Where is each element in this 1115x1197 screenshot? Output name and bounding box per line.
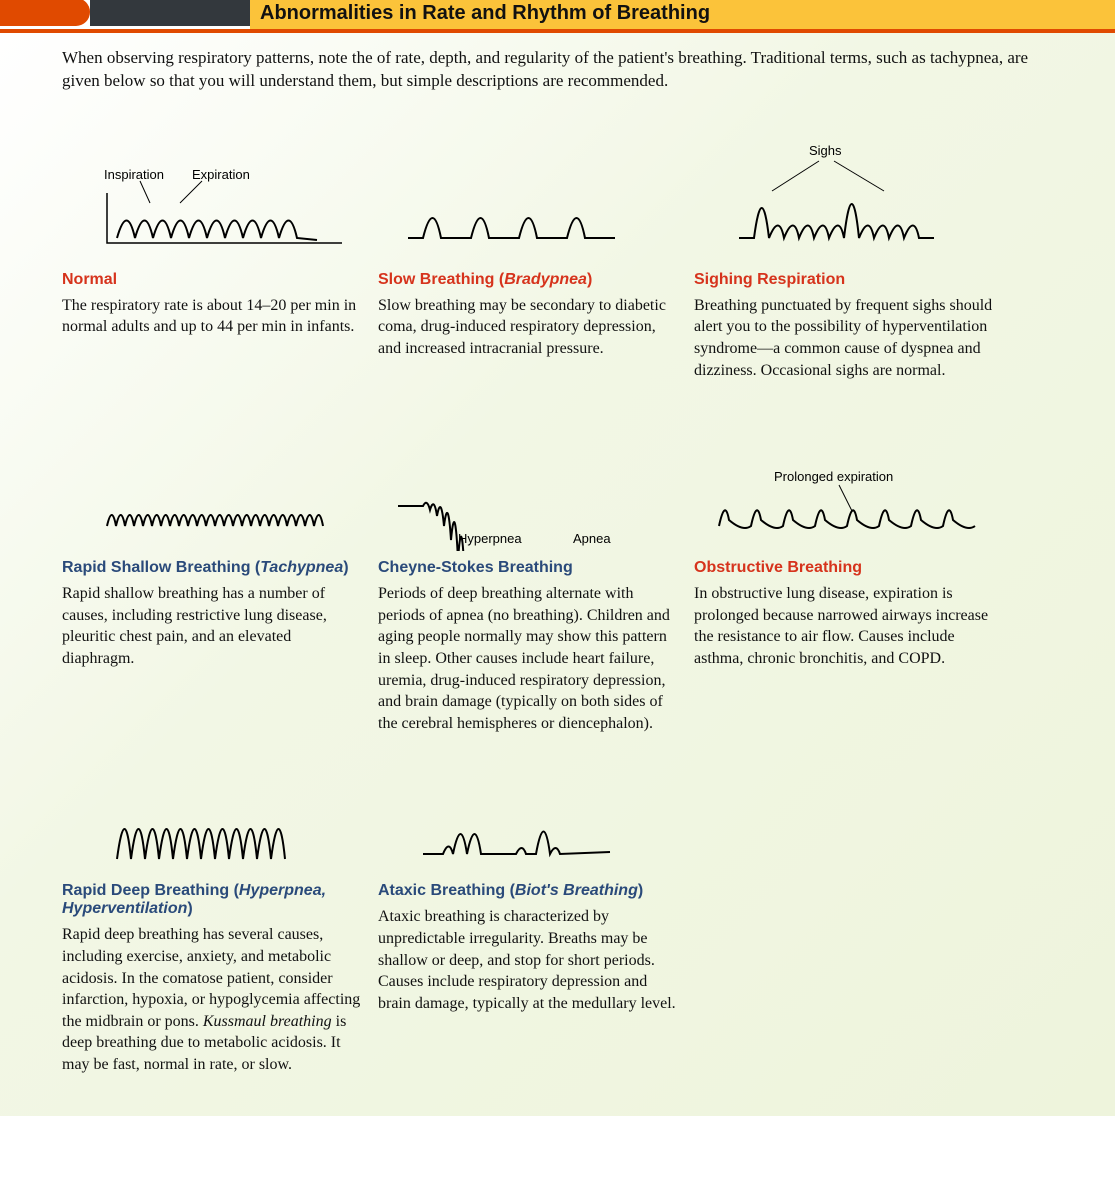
pattern-bradypnea: Slow Breathing (Bradypnea) Slow breathin…	[378, 143, 694, 381]
pattern-ataxic: Ataxic Breathing (Biot's Breathing) Atax…	[378, 784, 694, 1075]
waveform-bradypnea	[378, 143, 678, 263]
pattern-empty	[694, 784, 1010, 1075]
header-orange-tab	[0, 0, 90, 26]
wave-cheyne-svg	[378, 431, 678, 551]
label-inspiration: Inspiration	[104, 167, 164, 182]
page-body: When observing respiratory patterns, not…	[0, 33, 1115, 1116]
title-hyperpnea: Rapid Deep Breathing (Hyperpnea, Hyperve…	[62, 882, 362, 918]
title-ataxic-after: )	[638, 882, 643, 899]
intro-text: When observing respiratory patterns, not…	[62, 47, 1042, 93]
wave-ataxic-svg	[378, 784, 678, 874]
title-bradypnea-after: )	[587, 271, 592, 288]
wave-normal-svg	[62, 143, 362, 263]
title-cheyne: Cheyne-Stokes Breathing	[378, 559, 678, 577]
title-tachypnea: Rapid Shallow Breathing (Tachypnea)	[62, 559, 362, 577]
body-bradypnea: Slow breathing may be secondary to diabe…	[378, 295, 678, 360]
waveform-ataxic	[378, 784, 678, 874]
waveform-hyperpnea	[62, 784, 362, 874]
title-sighing: Sighing Respiration	[694, 271, 994, 289]
title-ataxic-italic: Biot's Breathing	[515, 882, 638, 899]
header-dark-block	[90, 0, 250, 26]
wave-obstructive-svg	[694, 431, 994, 551]
title-bradypnea-italic: Bradypnea	[504, 271, 587, 288]
pattern-cheyne: Hyperpnea Apnea Cheyne-Stokes Breathing …	[378, 431, 694, 734]
title-bradypnea-before: Slow Breathing (	[378, 271, 504, 288]
title-hyperpnea-after: )	[187, 900, 192, 917]
title-ataxic-before: Ataxic Breathing (	[378, 882, 515, 899]
pattern-tachypnea: Rapid Shallow Breathing (Tachypnea) Rapi…	[62, 431, 378, 734]
body-hyperpnea: Rapid deep breathing has several causes,…	[62, 924, 362, 1075]
waveform-normal: Inspiration Expiration	[62, 143, 362, 263]
title-tachypnea-after: )	[343, 559, 348, 576]
title-bradypnea: Slow Breathing (Bradypnea)	[378, 271, 678, 289]
waveform-tachypnea	[62, 431, 362, 551]
wave-sighing-svg	[694, 143, 994, 263]
page-title: Abnormalities in Rate and Rhythm of Brea…	[250, 0, 1115, 29]
label-sighs: Sighs	[809, 143, 842, 158]
waveform-cheyne: Hyperpnea Apnea	[378, 431, 678, 551]
title-ataxic: Ataxic Breathing (Biot's Breathing)	[378, 882, 678, 900]
wave-hyperpnea-svg	[62, 784, 362, 874]
body-cheyne: Periods of deep breathing alternate with…	[378, 583, 678, 734]
title-hyperpnea-before: Rapid Deep Breathing (	[62, 882, 239, 899]
body-sighing: Breathing punctuated by frequent sighs s…	[694, 295, 994, 381]
title-tachypnea-italic: Tachypnea	[260, 559, 343, 576]
label-prolonged-expiration: Prolonged expiration	[774, 469, 893, 484]
body-ataxic: Ataxic breathing is characterized by unp…	[378, 906, 678, 1014]
wave-bradypnea-svg	[378, 143, 678, 263]
pattern-sighing: Sighs Sighing Respiration Breathing punc…	[694, 143, 1010, 381]
label-expiration: Expiration	[192, 167, 250, 182]
title-tachypnea-before: Rapid Shallow Breathing (	[62, 559, 260, 576]
body-obstructive: In obstructive lung disease, expiration …	[694, 583, 994, 669]
body-hyperpnea-italic: Kussmaul breathing	[203, 1013, 332, 1030]
title-normal: Normal	[62, 271, 362, 289]
header-bar: Abnormalities in Rate and Rhythm of Brea…	[0, 0, 1115, 33]
body-normal: The respiratory rate is about 14–20 per …	[62, 295, 362, 338]
title-obstructive: Obstructive Breathing	[694, 559, 994, 577]
label-apnea: Apnea	[573, 531, 611, 546]
patterns-grid: Inspiration Expiration Normal The respir…	[62, 143, 1065, 1076]
waveform-sighing: Sighs	[694, 143, 994, 263]
pattern-normal: Inspiration Expiration Normal The respir…	[62, 143, 378, 381]
wave-tachypnea-svg	[62, 431, 362, 551]
waveform-obstructive: Prolonged expiration	[694, 431, 994, 551]
pattern-hyperpnea: Rapid Deep Breathing (Hyperpnea, Hyperve…	[62, 784, 378, 1075]
label-hyperpnea: Hyperpnea	[458, 531, 522, 546]
pattern-obstructive: Prolonged expiration Obstructive Breathi…	[694, 431, 1010, 734]
body-tachypnea: Rapid shallow breathing has a number of …	[62, 583, 362, 669]
